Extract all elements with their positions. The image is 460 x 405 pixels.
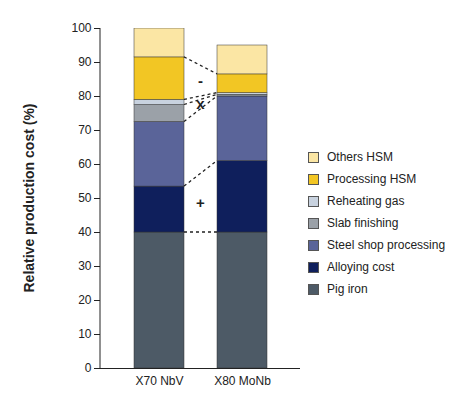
html-text:Steel shop processing: Steel shop processing — [327, 238, 446, 252]
svg-text:X80 MoNb: X80 MoNb — [214, 374, 271, 388]
html-text:Reheating gas: Reheating gas — [327, 194, 405, 208]
html-text:Alloying cost: Alloying cost — [327, 260, 395, 274]
svg-text:0: 0 — [85, 361, 92, 375]
html-text:Slab finishing: Slab finishing — [327, 216, 399, 230]
svg-text:Relative production cost (%): Relative production cost (%) — [21, 103, 37, 292]
svg-text:10: 10 — [78, 327, 92, 341]
html-text:Pig iron: Pig iron — [327, 282, 368, 296]
svg-text:80: 80 — [78, 89, 92, 103]
html-text:Others HSM: Others HSM — [327, 150, 393, 164]
svg-text:40: 40 — [78, 225, 92, 239]
svg-text:30: 30 — [78, 259, 92, 273]
html-text:Processing HSM: Processing HSM — [327, 172, 417, 186]
svg-text:x: x — [196, 95, 205, 112]
svg-text:70: 70 — [78, 123, 92, 137]
svg-text:X70 NbV: X70 NbV — [135, 374, 183, 388]
svg-text:20: 20 — [78, 293, 92, 307]
svg-text:100: 100 — [71, 21, 91, 35]
svg-text:90: 90 — [78, 55, 92, 69]
svg-text:+: + — [196, 194, 205, 211]
svg-text:50: 50 — [78, 191, 92, 205]
svg-text:-: - — [198, 72, 203, 89]
svg-text:60: 60 — [78, 157, 92, 171]
